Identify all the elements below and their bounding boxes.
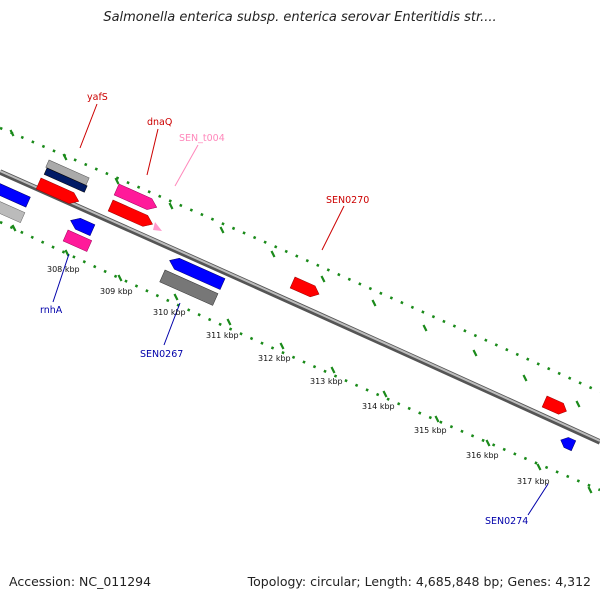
major-tick-mark	[114, 177, 120, 185]
major-tick-mark	[422, 324, 428, 332]
gene-blue-small[interactable]	[68, 215, 96, 237]
tick-label: 316 kbp	[466, 451, 499, 460]
major-tick-mark	[11, 224, 17, 232]
major-tick-mark	[279, 342, 285, 350]
summary-text: Topology: circular; Length: 4,685,848 bp…	[247, 574, 591, 589]
label-SEN_t004[interactable]: SEN_t004	[179, 133, 225, 144]
major-tick-mark	[270, 250, 276, 258]
major-tick-mark	[485, 439, 491, 447]
major-tick-mark	[219, 226, 225, 234]
gene-right-red[interactable]	[541, 395, 569, 417]
tick-label: 317 kbp	[517, 477, 550, 486]
gene-rnhA[interactable]	[62, 229, 93, 252]
genome-backbone	[0, 169, 600, 445]
gene-feature-navy[interactable]	[43, 167, 88, 193]
gene-SEN0267[interactable]	[159, 269, 219, 306]
major-tick-mark	[64, 249, 70, 257]
leader-SEN0270	[321, 205, 345, 251]
major-tick-mark	[575, 400, 581, 408]
tick-label: 314 kbp	[362, 402, 395, 411]
major-tick-mark	[9, 129, 15, 137]
genome-backbone-highlight	[0, 170, 600, 442]
gene-yafS[interactable]	[35, 177, 81, 207]
major-tick-mark	[522, 374, 528, 382]
gene-dnaQ[interactable]	[107, 199, 155, 230]
label-yafS[interactable]: yafS	[87, 92, 108, 103]
gene-pink-forward[interactable]	[113, 183, 159, 213]
gene-blue-long[interactable]	[167, 255, 226, 290]
major-tick-mark	[536, 463, 542, 471]
label-rnhA[interactable]: rnhA	[40, 305, 63, 316]
label-SEN0267[interactable]: SEN0267	[140, 349, 183, 360]
inner-tick-ring	[0, 220, 600, 492]
gene-SEN0274[interactable]	[559, 435, 577, 452]
major-tick-mark	[226, 318, 232, 326]
tick-label: 311 kbp	[206, 331, 239, 340]
major-tick-mark	[382, 390, 388, 398]
tick-label: 309 kbp	[100, 287, 133, 296]
leader-rnhA	[52, 253, 70, 303]
label-SEN0274[interactable]: SEN0274	[485, 516, 528, 527]
leader-SEN_t004	[174, 144, 199, 187]
gene-left-blue[interactable]	[0, 179, 31, 208]
gene-SEN0270[interactable]	[289, 276, 321, 300]
major-tick-mark	[320, 275, 326, 283]
major-tick-mark	[168, 202, 174, 210]
major-tick-mark	[117, 274, 123, 282]
outer-tick-ring	[0, 126, 600, 394]
major-tick-mark	[330, 366, 336, 374]
major-tick-mark	[62, 153, 68, 161]
major-tick-mark	[173, 293, 179, 301]
leader-SEN0274	[527, 483, 549, 516]
leader-SEN0267	[163, 302, 181, 346]
label-SEN0270[interactable]: SEN0270	[326, 195, 369, 206]
major-tick-mark	[587, 486, 593, 494]
map-title: Salmonella enterica subsp. enterica sero…	[103, 10, 497, 25]
tick-label: 310 kbp	[153, 308, 186, 317]
tick-label: 312 kbp	[258, 354, 291, 363]
major-tick-mark	[434, 415, 440, 423]
tick-label: 313 kbp	[310, 377, 343, 386]
major-tick-mark	[371, 299, 377, 307]
major-ticks	[9, 129, 593, 494]
major-tick-mark	[472, 349, 478, 357]
leader-dnaQ	[146, 128, 159, 176]
gene-left-grey[interactable]	[0, 197, 26, 224]
leader-yafS	[79, 103, 98, 149]
tick-label: 315 kbp	[414, 426, 447, 435]
accession-text: Accession: NC_011294	[9, 574, 152, 589]
tick-label: 308 kbp	[47, 265, 80, 274]
label-dnaQ[interactable]: dnaQ	[147, 117, 172, 128]
gene-SEN_t004[interactable]	[153, 222, 162, 231]
